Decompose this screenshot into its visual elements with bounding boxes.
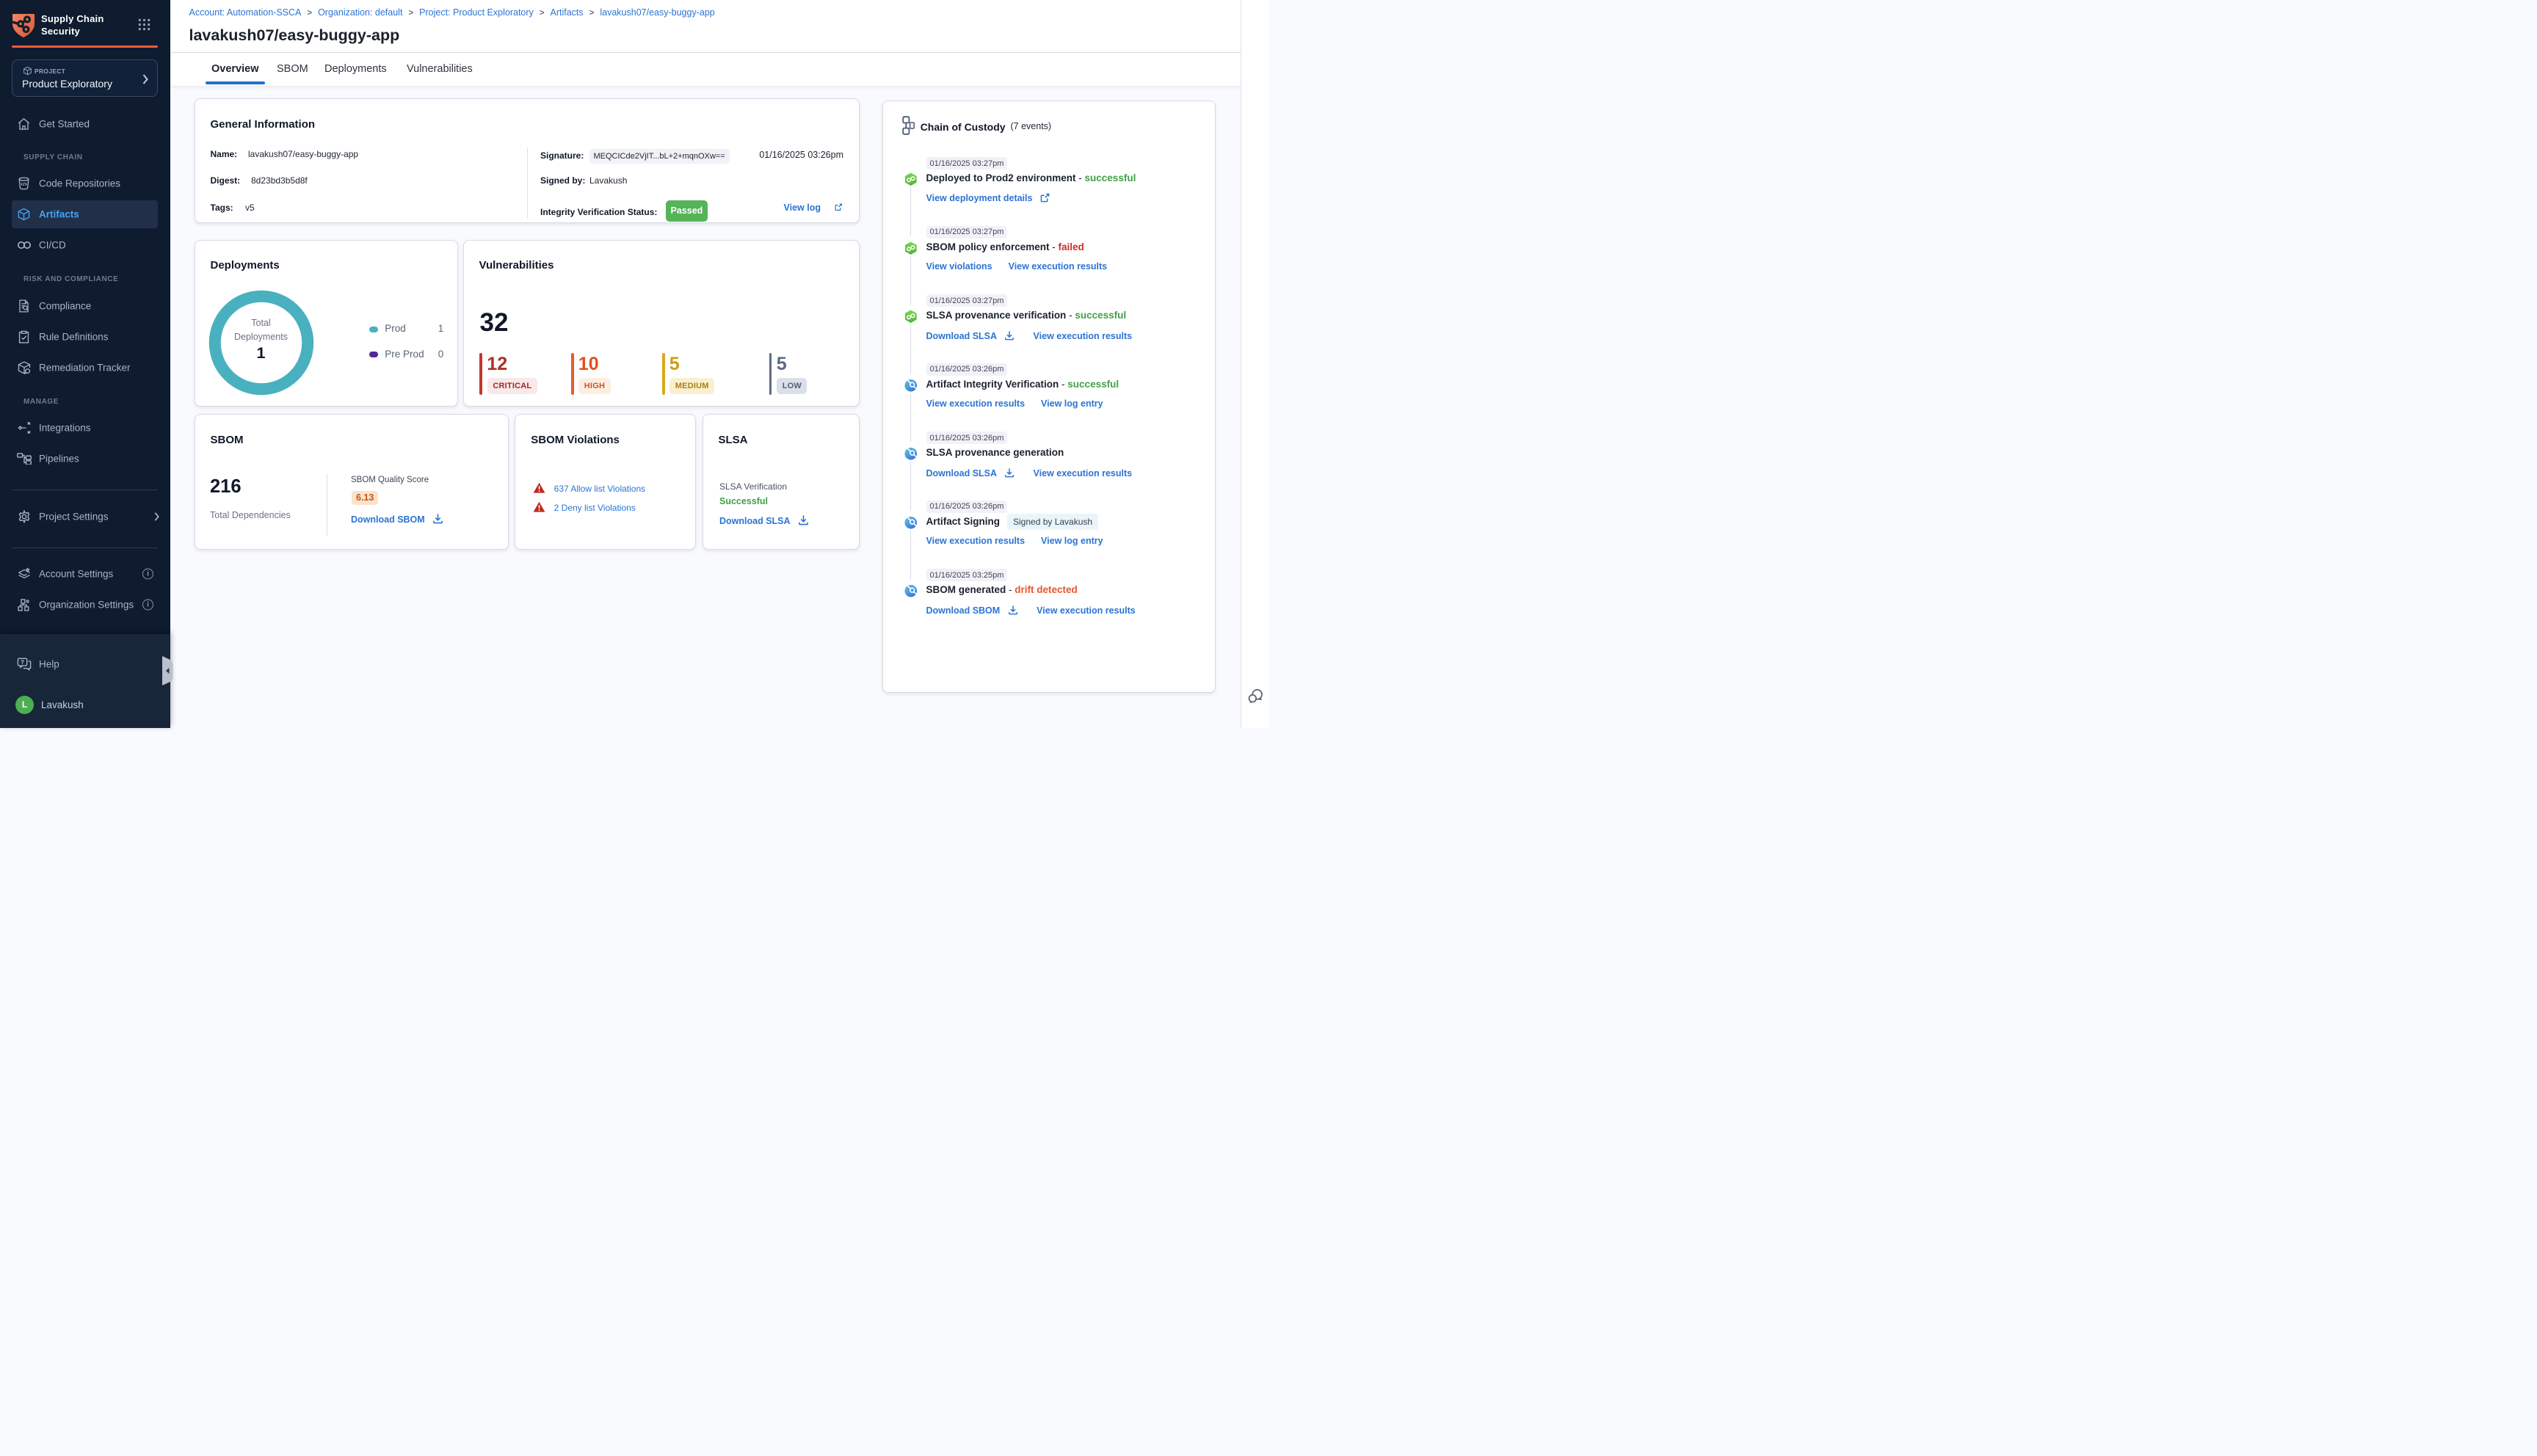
svg-text:?: ? — [21, 658, 23, 665]
